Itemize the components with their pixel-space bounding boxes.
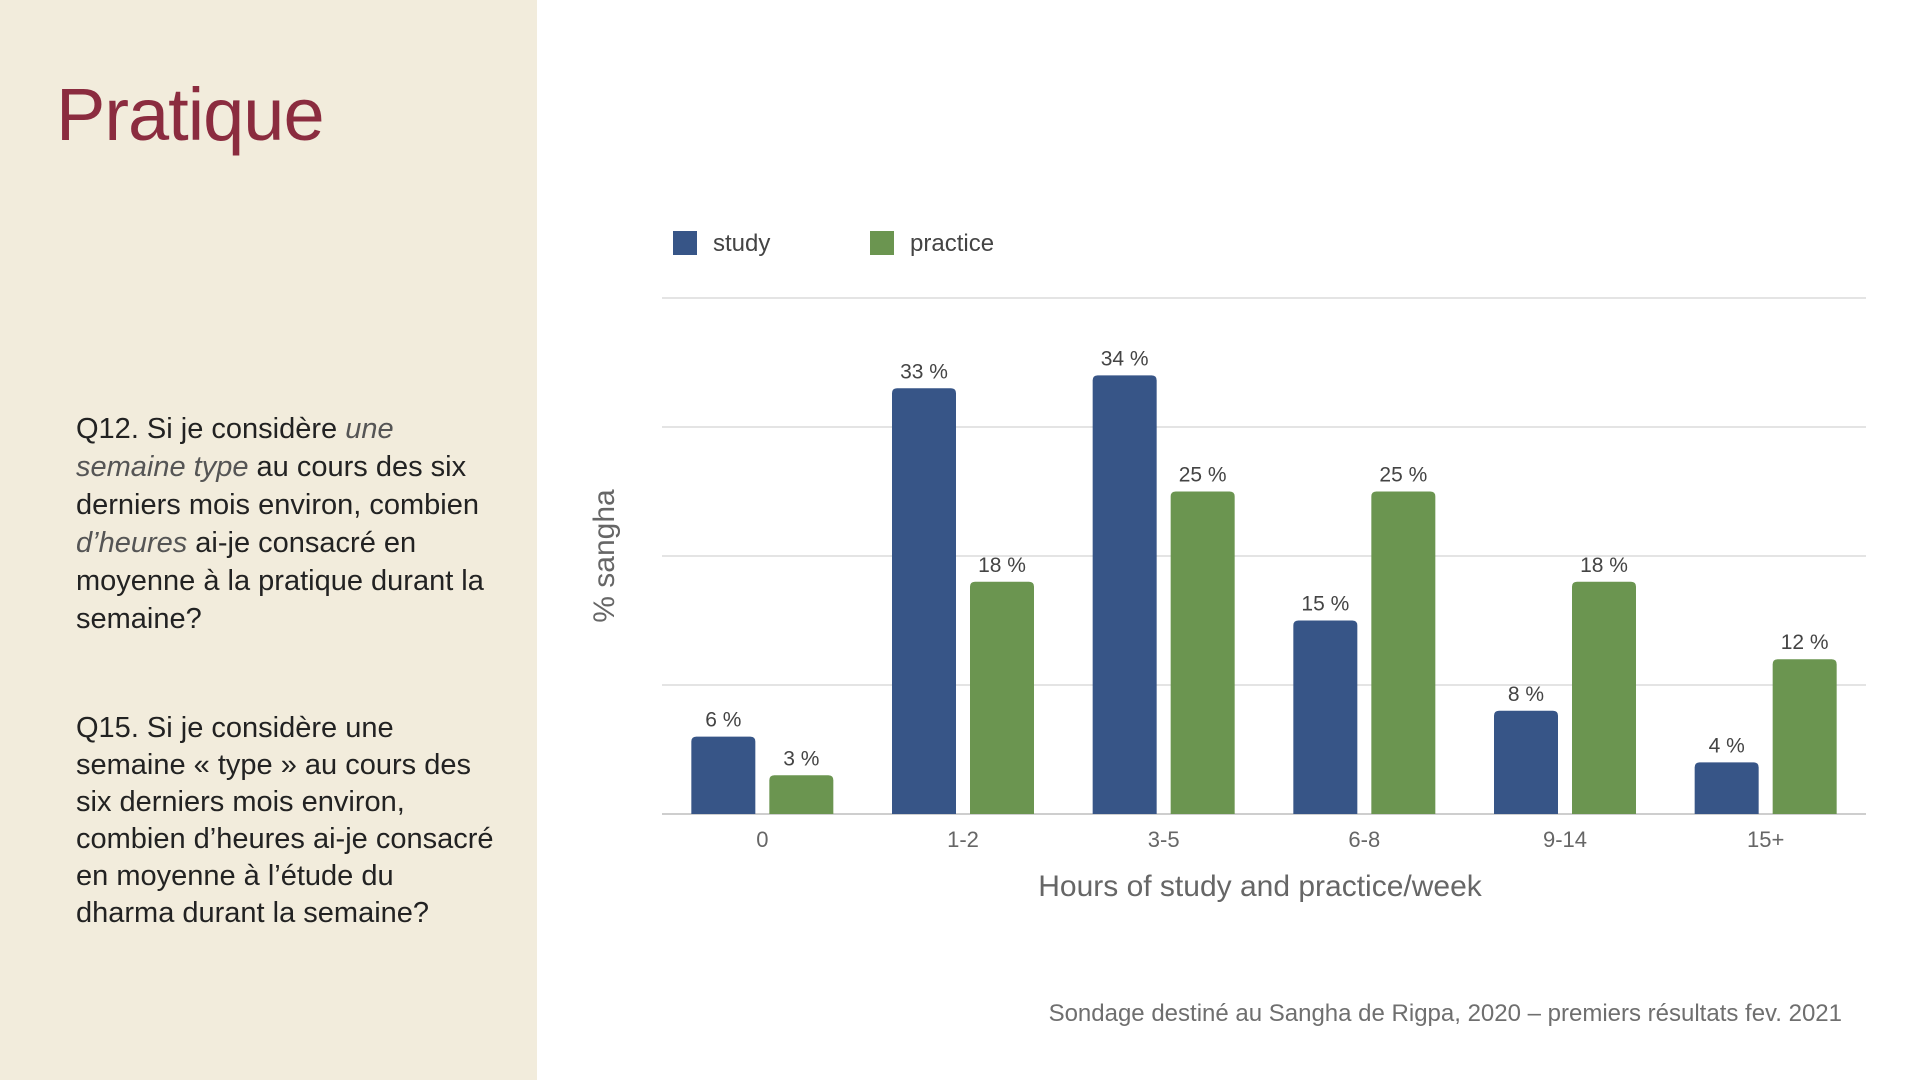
bar-study — [1092, 375, 1157, 814]
q12-emphasis-1: une semaine type — [76, 413, 394, 483]
data-label: 8 % — [1508, 683, 1544, 706]
data-label: 25 % — [1379, 464, 1427, 487]
bar-study — [1293, 620, 1358, 814]
x-tick-label: 0 — [756, 827, 768, 852]
x-tick-label: 1-2 — [947, 827, 979, 852]
bar-practice — [1371, 491, 1436, 814]
bar-practice — [1170, 491, 1235, 814]
x-tick-label: 3-5 — [1148, 827, 1180, 852]
q12-text-2: au cours des six derniers mois environ, … — [76, 451, 479, 521]
data-label: 25 % — [1179, 464, 1227, 487]
q12-emphasis-2: d’heures — [76, 527, 188, 559]
bar-practice — [1572, 581, 1636, 814]
q12-text-3: ai-je consacré en moyenne à la pratique … — [76, 527, 484, 635]
data-label: 18 % — [1580, 554, 1628, 577]
bar-study — [1694, 762, 1759, 814]
x-tick-label: 6-8 — [1348, 827, 1380, 852]
legend-label-practice: practice — [910, 230, 994, 257]
bar-study — [1494, 710, 1558, 814]
data-label: 12 % — [1781, 631, 1829, 654]
data-label: 18 % — [978, 554, 1026, 577]
y-axis-title: % sangha — [588, 489, 621, 623]
x-tick-label: 15+ — [1747, 827, 1784, 852]
question-q12: Q12. Si je considère une semaine type au… — [76, 410, 496, 638]
bar-practice — [1772, 659, 1837, 814]
x-axis-title: Hours of study and practice/week — [1038, 870, 1483, 903]
data-label: 15 % — [1301, 593, 1349, 616]
q12-text-1: Q12. Si je considère — [76, 413, 346, 445]
data-label: 6 % — [705, 709, 741, 732]
bar-study — [892, 388, 956, 814]
legend-swatch-practice — [870, 231, 894, 255]
data-label: 4 % — [1709, 734, 1745, 757]
sidebar-panel: Pratique Q12. Si je considère une semain… — [0, 0, 537, 1080]
legend-swatch-study — [673, 231, 697, 255]
bar-study — [691, 736, 756, 814]
data-label: 3 % — [783, 747, 819, 770]
question-q15: Q15. Si je considère une semaine « type … — [76, 712, 494, 929]
page-title: Pratique — [56, 73, 325, 156]
legend-label-study: study — [713, 230, 770, 257]
bar-practice — [970, 581, 1034, 814]
bar-practice — [769, 775, 834, 814]
data-label: 33 % — [900, 360, 948, 383]
source-caption: Sondage destiné au Sangha de Rigpa, 2020… — [1048, 1000, 1842, 1027]
data-label: 34 % — [1101, 347, 1149, 370]
x-tick-label: 9-14 — [1543, 827, 1587, 852]
